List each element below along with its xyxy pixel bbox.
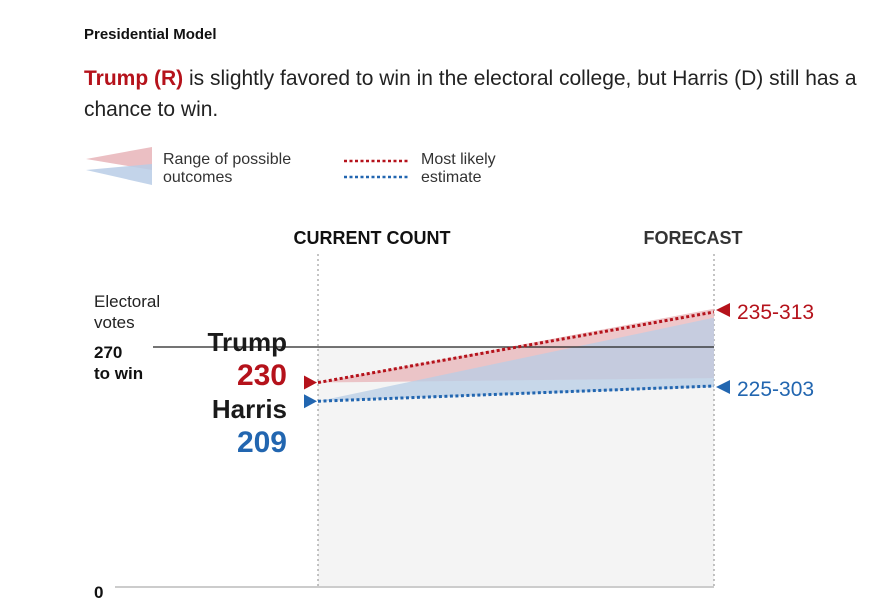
threshold-value-label: 270 — [94, 343, 122, 362]
legend-range-rep-swatch — [86, 147, 152, 170]
harris-estimate-line — [317, 384, 715, 403]
trump-forecast-marker — [716, 303, 730, 317]
headline-text: is slightly favored to win in the electo… — [84, 67, 857, 121]
chart-kicker: Presidential Model — [84, 26, 217, 43]
harris-current-value: 209 — [237, 426, 287, 459]
harris-range-label: 225-303 — [737, 378, 814, 401]
legend-likely-label: Most likely estimate — [421, 151, 496, 186]
headline-trump-label: Trump (R) — [84, 67, 184, 90]
column-header-forecast: FORECAST — [644, 228, 743, 248]
chart-headline: Trump (R) is slightly favored to win in … — [84, 63, 864, 125]
zero-tick-label: 0 — [94, 583, 103, 602]
threshold-sub-label: to win — [94, 364, 143, 383]
legend-range-label: Range of possible outcomes — [163, 151, 292, 186]
trump-current-marker — [304, 375, 317, 390]
trump-estimate-line — [317, 310, 715, 385]
y-axis-label-line1: Electoral — [94, 292, 160, 311]
trump-range-label: 235-313 — [737, 301, 814, 324]
harris-name-label: Harris — [212, 394, 287, 424]
legend-range-dem-swatch — [86, 164, 152, 185]
harris-current-marker — [304, 394, 317, 409]
trump-current-value: 230 — [237, 359, 287, 392]
column-header-current: CURRENT COUNT — [294, 228, 451, 248]
y-axis-label-line2: votes — [94, 313, 135, 332]
harris-range-area — [318, 317, 714, 402]
harris-forecast-marker — [716, 380, 730, 394]
trump-name-label: Trump — [208, 327, 287, 357]
